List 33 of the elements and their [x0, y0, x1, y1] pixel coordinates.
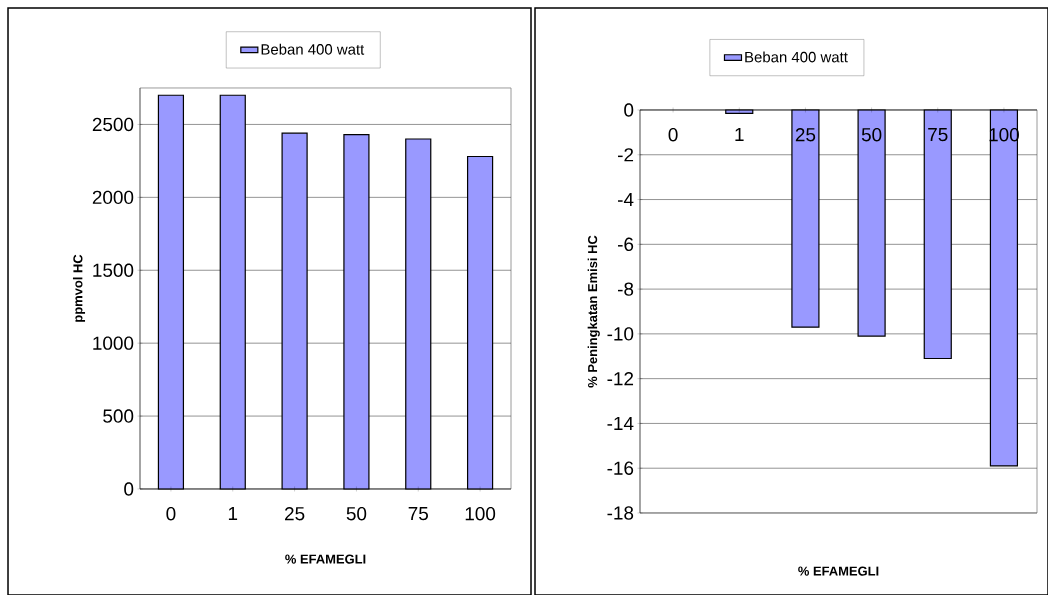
y-tick-label: 2000: [92, 190, 134, 205]
y-tick-label: -18: [607, 506, 634, 520]
x-tick-label: 0: [668, 128, 678, 142]
x-tick-label: 75: [408, 507, 428, 521]
x-tick-label: 50: [346, 507, 367, 521]
y-tick-label: -2: [618, 148, 634, 162]
y-tick-label: 2500: [92, 117, 134, 132]
x-axis-title: % EFAMEGLI: [798, 566, 879, 576]
y-tick-label: -14: [607, 416, 634, 430]
x-tick-label: 100: [465, 507, 496, 521]
legend-label: Beban 400 watt: [745, 51, 848, 63]
y-tick-label: 1000: [93, 336, 134, 350]
y-tick-label: 500: [103, 409, 134, 423]
y-axis-title: % Peningkatan Emisi HC: [587, 235, 600, 388]
y-tick-label: -16: [607, 461, 634, 475]
y-tick-label: -10: [607, 327, 634, 341]
x-tick-label: 50: [861, 128, 882, 142]
y-tick-label: -12: [607, 372, 634, 386]
x-axis-title: % EFAMEGLI: [285, 554, 366, 564]
y-tick-label: -6: [618, 237, 634, 252]
y-tick-label: 0: [124, 482, 134, 496]
x-tick-label: 0: [166, 507, 176, 521]
x-tick-label: 25: [795, 128, 816, 142]
x-tick-label: 1: [228, 507, 238, 521]
y-tick-label: -8: [618, 282, 634, 296]
x-tick-label: 25: [285, 507, 305, 521]
x-tick-label: 1: [735, 128, 744, 142]
y-tick-label: 1500: [93, 263, 134, 277]
legend-label: Beban 400 watt: [261, 43, 365, 55]
y-axis-title: ppmvol HC: [72, 254, 86, 322]
y-tick-label: 0: [624, 103, 634, 117]
y-tick-label: -4: [618, 193, 634, 207]
x-tick-label: 75: [928, 128, 948, 142]
